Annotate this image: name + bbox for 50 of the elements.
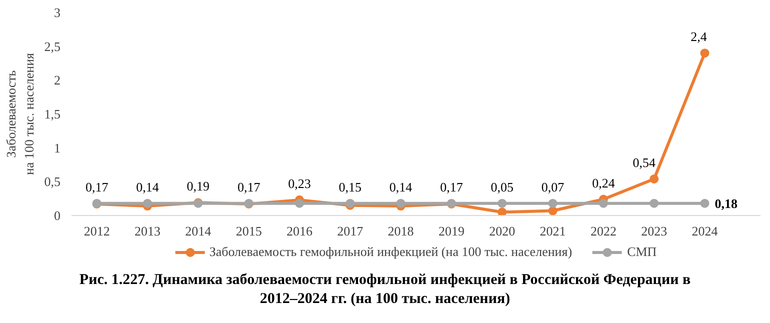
data-label: 0,05 xyxy=(490,179,514,194)
point xyxy=(700,48,710,58)
legend-label: Заболеваемость гемофильной инфекцией (на 100 тыс. населения) xyxy=(209,244,572,260)
x-tick-label: 2022 xyxy=(590,224,616,238)
y-tick-label: 0,5 xyxy=(44,174,60,190)
data-label: 0,18 xyxy=(714,196,738,211)
x-tick-label: 2024 xyxy=(692,224,718,238)
point xyxy=(142,198,152,208)
x-tick-label: 2013 xyxy=(134,224,160,238)
data-label: 0,07 xyxy=(541,179,565,194)
data-label: 2,4 xyxy=(690,29,708,44)
data-label: 0,17 xyxy=(440,179,464,194)
data-label: 0,19 xyxy=(186,178,210,194)
point xyxy=(396,198,406,208)
point xyxy=(548,198,558,208)
y-tick-label: 2,5 xyxy=(44,38,60,54)
point xyxy=(650,198,659,208)
x-tick-label: 2017 xyxy=(337,224,364,238)
x-tick-label: 2015 xyxy=(236,224,262,238)
point xyxy=(498,208,507,216)
data-label: 0,24 xyxy=(592,175,616,190)
data-label: 0,14 xyxy=(136,179,160,194)
data-label: 0,14 xyxy=(389,179,413,194)
data-label: 0,17 xyxy=(85,179,109,194)
data-label: 0,17 xyxy=(237,179,261,194)
data-label: 0,15 xyxy=(338,179,362,194)
x-tick-label: 2023 xyxy=(641,224,668,238)
point xyxy=(498,198,507,208)
text: Рис. 1.227. Динамика заболеваемости гемофильной инфекцией в Российской Федерации в 2012–2024 гг. (на 100 тыс. населения) xyxy=(78,271,692,308)
x-tick-label: 2021 xyxy=(540,224,566,238)
data-label: 0,54 xyxy=(632,154,656,170)
point xyxy=(294,198,304,208)
x-tick-label: 2019 xyxy=(438,224,464,238)
point xyxy=(650,174,659,184)
y-tick-label: 3 xyxy=(54,5,60,20)
x-tick-label: 2014 xyxy=(185,224,212,238)
legend-label: СМП xyxy=(627,244,657,260)
x-tick-label: 2016 xyxy=(286,224,313,238)
x-tick-label: 2020 xyxy=(489,224,516,238)
x-tick-label: 2018 xyxy=(388,224,414,238)
point xyxy=(598,198,608,208)
y-tick-label: 1 xyxy=(54,140,60,156)
y-tick-label: 2 xyxy=(54,72,60,88)
y-tick-label: 0 xyxy=(54,208,60,223)
y-tick-label: 1,5 xyxy=(44,106,60,122)
point xyxy=(700,198,710,208)
x-tick-label: 2012 xyxy=(84,224,110,238)
point xyxy=(548,206,558,216)
data-label: 0,23 xyxy=(288,176,311,191)
y-axis-title: Заболеваемость на 100 тыс. населения xyxy=(3,52,36,175)
